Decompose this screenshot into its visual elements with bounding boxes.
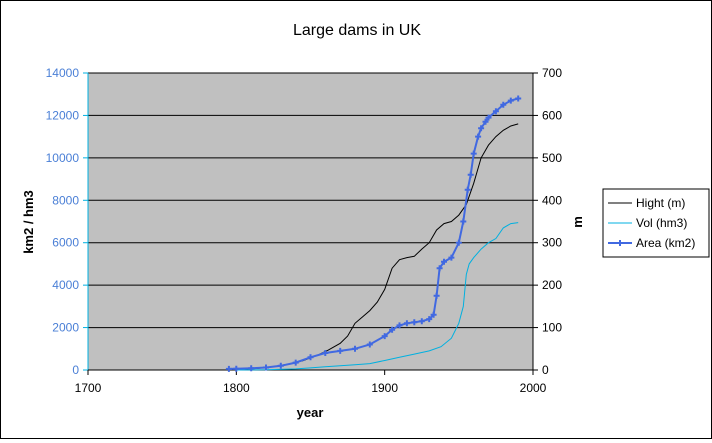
legend: Hight (m) Vol (hm3) Area (km2): [602, 188, 710, 258]
data-point-area: [396, 322, 403, 329]
legend-label-vol: Vol (hm3): [636, 216, 687, 230]
data-point-area: [515, 95, 522, 102]
x-axis: 1700 1800 1900 2000: [75, 369, 547, 395]
left-tick-label: 8000: [52, 193, 79, 207]
data-point-area: [411, 319, 418, 326]
right-tick-label: 100: [542, 321, 562, 335]
data-point-area: [475, 133, 482, 140]
data-point-area: [436, 265, 443, 272]
right-tick-label: 500: [542, 151, 562, 165]
right-tick-label: 200: [542, 278, 562, 292]
left-tick-label: 12000: [46, 108, 80, 122]
data-point-area: [277, 362, 284, 369]
series-layer: [225, 95, 522, 372]
x-tick-label: 1800: [223, 381, 250, 395]
data-point-area: [448, 254, 455, 261]
data-point-area: [441, 258, 447, 265]
data-point-area: [352, 345, 358, 352]
data-point-area: [464, 186, 471, 193]
data-point-area: [470, 150, 477, 157]
right-tick-label: 300: [542, 236, 562, 250]
data-point-area: [500, 101, 507, 108]
data-point-area: [455, 239, 462, 246]
left-tick-label: 10000: [46, 151, 80, 165]
plot-area: [87, 72, 534, 371]
right-axis-label: m: [570, 216, 585, 228]
data-point-area: [430, 311, 437, 318]
right-tick-label: 400: [542, 193, 562, 207]
data-point-area: [478, 125, 485, 132]
chart-title: Large dams in UK: [293, 22, 421, 39]
data-point-area: [467, 171, 474, 178]
legend-item-area: Area (km2): [608, 236, 695, 250]
data-point-area: [307, 354, 314, 361]
data-point-area: [389, 326, 396, 333]
data-point-area: [507, 97, 514, 104]
legend-item-hight: Hight (m): [608, 196, 685, 210]
series-line-vol: [236, 222, 519, 371]
right-tick-label: 600: [542, 108, 562, 122]
x-tick-label: 1900: [371, 381, 398, 395]
gridlines: [88, 72, 533, 329]
data-point-area: [292, 359, 299, 366]
right-tick-label: 0: [542, 363, 549, 377]
left-tick-label: 2000: [52, 321, 79, 335]
data-point-area: [485, 114, 492, 121]
data-point-area: [418, 318, 425, 325]
legend-item-vol: Vol (hm3): [608, 216, 687, 230]
right-tick-label: 700: [542, 66, 562, 80]
data-point-area: [482, 118, 489, 125]
legend-label-hight: Hight (m): [636, 196, 685, 210]
series-area: [225, 95, 522, 372]
left-tick-label: 14000: [46, 66, 80, 80]
left-tick-label: 0: [72, 363, 79, 377]
left-tick-label: 4000: [52, 278, 79, 292]
data-point-area: [403, 320, 410, 327]
data-point-area: [263, 364, 269, 371]
left-tick-label: 6000: [52, 236, 79, 250]
data-point-area: [492, 108, 499, 115]
data-point-area: [381, 333, 388, 340]
legend-label-area: Area (km2): [636, 236, 695, 250]
data-point-area: [322, 350, 329, 356]
x-tick-label: 1700: [75, 381, 102, 395]
data-point-area: [460, 218, 467, 225]
data-point-area: [426, 316, 433, 323]
data-point-area: [337, 347, 344, 354]
series-vol: [236, 222, 519, 371]
data-point-area: [366, 341, 373, 348]
right-axis: 0 100 200 300 400 500 600 700: [532, 66, 562, 377]
data-point-area: [225, 365, 232, 372]
legend-marker-area: [617, 240, 623, 246]
data-point-area: [433, 292, 440, 299]
x-tick-label: 2000: [520, 381, 547, 395]
left-axis-label: km2 / hm3: [21, 190, 36, 254]
x-axis-label: year: [297, 405, 324, 420]
data-point-area: [233, 365, 240, 372]
left-axis: 0 2000 4000 6000 8000 10000 12000 14000: [46, 66, 89, 377]
data-point-area: [248, 365, 255, 372]
